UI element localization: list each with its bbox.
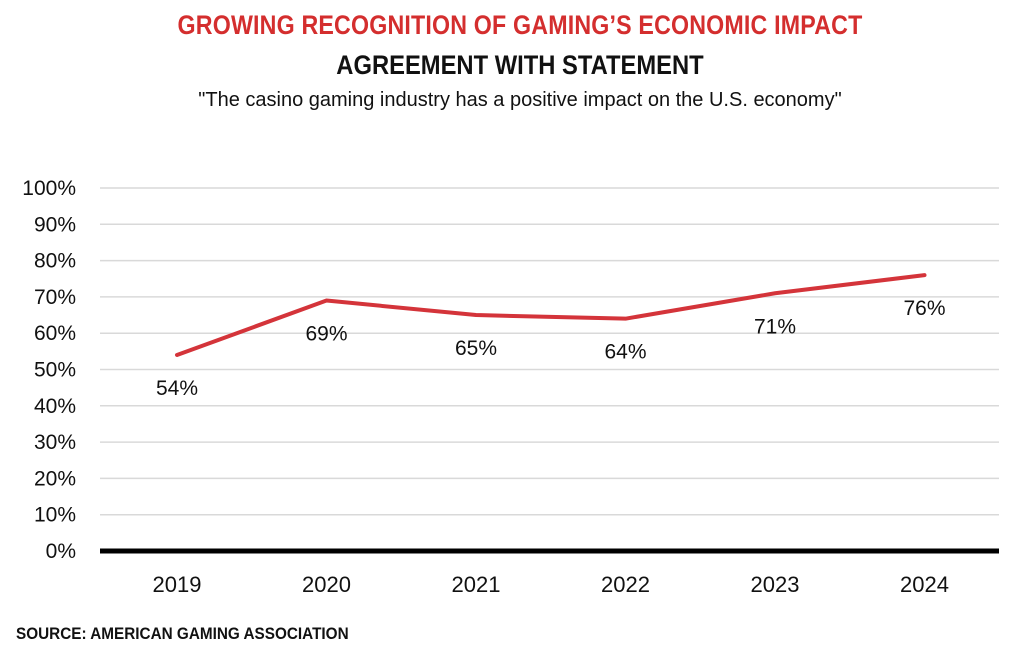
source-note: SOURCE: AMERICAN GAMING ASSOCIATION <box>16 624 349 643</box>
gridlines <box>100 187 999 554</box>
chart-subtitle: AGREEMENT WITH STATEMENT <box>336 50 704 80</box>
y-tick-label: 100% <box>22 177 76 200</box>
y-tick-label: 50% <box>34 359 76 382</box>
y-tick-label: 80% <box>34 250 76 273</box>
x-tick-label: 2024 <box>900 572 949 597</box>
data-label: 69% <box>305 323 347 346</box>
series-lines <box>175 273 927 357</box>
y-tick-label: 30% <box>34 431 76 454</box>
data-label: 64% <box>604 341 646 364</box>
chart-statement: "The casino gaming industry has a positi… <box>198 89 842 111</box>
data-label: 76% <box>903 297 945 320</box>
data-label: 65% <box>455 337 497 360</box>
data-label: 54% <box>156 377 198 400</box>
y-axis-ticks: 0% 10% 20% 30% 40% 50% 60% 70% 80% 90% 100% <box>22 177 76 563</box>
x-tick-label: 2020 <box>302 572 351 597</box>
y-tick-label: 40% <box>34 395 76 418</box>
y-tick-label: 0% <box>46 540 76 563</box>
x-tick-label: 2019 <box>153 572 202 597</box>
y-tick-label: 60% <box>34 322 76 345</box>
y-tick-label: 20% <box>34 467 76 490</box>
x-tick-label: 2023 <box>751 572 800 597</box>
data-labels: 54% 69% 65% 64% 71% 76% <box>156 297 946 400</box>
series-line <box>175 273 927 357</box>
y-tick-label: 70% <box>34 286 76 309</box>
chart-title: GROWING RECOGNITION OF GAMING’S ECONOMIC… <box>177 10 863 40</box>
x-tick-label: 2021 <box>452 572 501 597</box>
x-tick-label: 2022 <box>601 572 650 597</box>
y-tick-label: 90% <box>34 213 76 236</box>
y-tick-label: 10% <box>34 504 76 527</box>
x-axis-ticks: 2019 2020 2021 2022 2023 2024 <box>153 572 949 597</box>
data-label: 71% <box>754 315 796 338</box>
